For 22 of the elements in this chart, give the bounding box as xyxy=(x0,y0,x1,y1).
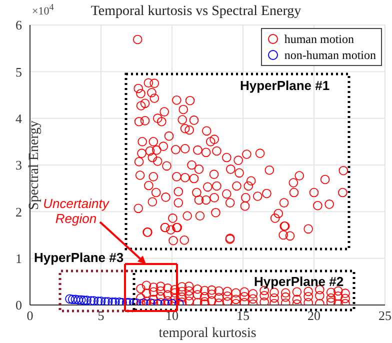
y-tick-label: 1 xyxy=(16,250,22,266)
legend-label: non-human motion xyxy=(284,48,376,62)
x-tick-label: 0 xyxy=(26,308,34,324)
y-tick-label: 5 xyxy=(16,64,22,80)
annotation: HyperPlane #2 xyxy=(254,274,344,289)
y-tick-label: 2 xyxy=(16,204,22,220)
legend-label: human motion xyxy=(284,32,354,46)
y-tick-label: 6 xyxy=(16,18,22,33)
x-tick-label: 5 xyxy=(98,308,104,324)
x-tick-label: 20 xyxy=(308,308,320,324)
y-axis-title: Spectral Energy xyxy=(26,120,42,210)
text: ×10$^{4}$ xyxy=(32,2,54,18)
x-tick-label: 25 xyxy=(378,308,392,324)
annotation: HyperPlane #3 xyxy=(34,250,124,265)
y-tick-label: 3 xyxy=(16,158,22,173)
y-tick-label: 0 xyxy=(16,298,22,313)
x-tick-label: 15 xyxy=(236,308,250,324)
annotation: Uncertainty Region xyxy=(42,196,110,226)
x-axis-title: temporal kurtosis xyxy=(158,326,256,341)
annotation: HyperPlane #1 xyxy=(240,78,330,93)
chart-title: Temporal kurtosis vs Spectral Energy xyxy=(90,4,302,19)
y-tick-label: 4 xyxy=(16,110,22,126)
